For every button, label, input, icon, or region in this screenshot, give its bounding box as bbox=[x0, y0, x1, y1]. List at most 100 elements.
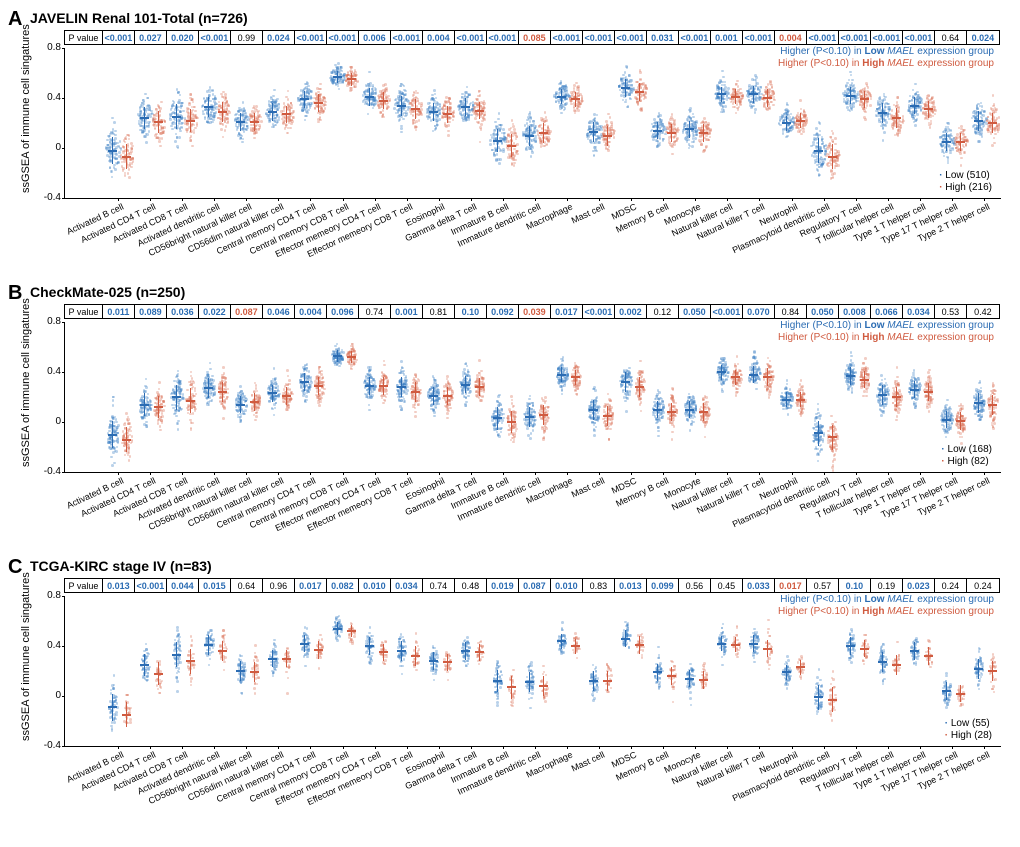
y-axis-label: ssGSEA of immune cell singatures bbox=[20, 24, 32, 193]
pvalue-cell: 0.036 bbox=[167, 305, 199, 318]
pvalue-cell: 0.001 bbox=[711, 31, 743, 44]
pvalue-header: P value bbox=[65, 31, 103, 44]
pvalue-cell: 0.046 bbox=[263, 305, 295, 318]
group-n-legend: · Low (168)· High (82) bbox=[941, 444, 992, 467]
pvalue-cell: 0.004 bbox=[295, 305, 327, 318]
pvalue-cell: 0.087 bbox=[519, 579, 551, 592]
pvalue-cell: 0.039 bbox=[519, 305, 551, 318]
pvalue-cell: 0.050 bbox=[807, 305, 839, 318]
pvalue-cell: 0.24 bbox=[967, 579, 999, 592]
pvalue-bar: P value<0.0010.0270.020<0.0010.990.024<0… bbox=[64, 30, 1000, 45]
pvalue-cell: 0.096 bbox=[327, 305, 359, 318]
pvalue-cell: <0.001 bbox=[711, 305, 743, 318]
pvalue-cell: 0.013 bbox=[103, 579, 135, 592]
pvalue-cell: <0.001 bbox=[391, 31, 423, 44]
y-tick-label: -0.4 bbox=[33, 192, 61, 203]
figure-container: { "colors": { "blue": "#2b6cb3", "red": … bbox=[0, 0, 1020, 834]
pvalue-cell: 0.99 bbox=[231, 31, 263, 44]
pvalue-cell: 0.082 bbox=[327, 579, 359, 592]
pvalue-cell: 0.81 bbox=[423, 305, 455, 318]
pvalue-cell: 0.031 bbox=[647, 31, 679, 44]
pvalue-cell: 0.020 bbox=[167, 31, 199, 44]
pvalue-cell: 0.050 bbox=[679, 305, 711, 318]
pvalue-cell: <0.001 bbox=[487, 31, 519, 44]
pvalue-cell: 0.015 bbox=[199, 579, 231, 592]
y-tick-label: 0 bbox=[33, 142, 61, 153]
y-tick-label: 0.8 bbox=[33, 590, 61, 601]
pvalue-cell: 0.84 bbox=[775, 305, 807, 318]
y-axis-label: ssGSEA of immune cell singatures bbox=[20, 298, 32, 467]
pvalue-cell: <0.001 bbox=[743, 31, 775, 44]
plot-area: -0.400.40.8 bbox=[64, 596, 1001, 747]
panel-title: TCGA-KIRC stage IV (n=83) bbox=[30, 558, 212, 574]
pvalue-cell: 0.044 bbox=[167, 579, 199, 592]
pvalue-cell: 0.017 bbox=[775, 579, 807, 592]
y-tick-label: -0.4 bbox=[33, 740, 61, 751]
y-tick-label: 0 bbox=[33, 416, 61, 427]
pvalue-cell: 0.24 bbox=[935, 579, 967, 592]
pvalue-cell: 0.008 bbox=[839, 305, 871, 318]
y-tick-label: 0 bbox=[33, 690, 61, 701]
pvalue-cell: <0.001 bbox=[103, 31, 135, 44]
y-tick-label: 0.4 bbox=[33, 640, 61, 651]
panel-title: CheckMate-025 (n=250) bbox=[30, 284, 185, 300]
pvalue-cell: 0.034 bbox=[391, 579, 423, 592]
pvalue-cell: 0.004 bbox=[423, 31, 455, 44]
pvalue-cell: <0.001 bbox=[583, 31, 615, 44]
pvalue-cell: 0.022 bbox=[199, 305, 231, 318]
pvalue-cell: <0.001 bbox=[295, 31, 327, 44]
pvalue-cell: <0.001 bbox=[679, 31, 711, 44]
pvalue-bar: P value0.013<0.0010.0440.0150.640.960.01… bbox=[64, 578, 1000, 593]
pvalue-cell: 0.017 bbox=[551, 305, 583, 318]
pvalue-cell: 0.011 bbox=[103, 305, 135, 318]
pvalue-cell: 0.099 bbox=[647, 579, 679, 592]
plot-area: -0.400.40.8 bbox=[64, 322, 1001, 473]
y-axis-label: ssGSEA of immune cell singatures bbox=[20, 572, 32, 741]
panel-a: AJAVELIN Renal 101-Total (n=726)P value<… bbox=[8, 8, 1012, 276]
pvalue-cell: 0.034 bbox=[903, 305, 935, 318]
pvalue-cell: <0.001 bbox=[199, 31, 231, 44]
group-n-legend: · Low (510)· High (216) bbox=[939, 170, 992, 193]
pvalue-cell: 0.070 bbox=[743, 305, 775, 318]
pvalue-cell: 0.10 bbox=[455, 305, 487, 318]
pvalue-cell: 0.024 bbox=[967, 31, 999, 44]
pvalue-cell: 0.010 bbox=[359, 579, 391, 592]
y-tick-label: 0.8 bbox=[33, 42, 61, 53]
pvalue-cell: 0.64 bbox=[935, 31, 967, 44]
pvalue-cell: 0.64 bbox=[231, 579, 263, 592]
pvalue-cell: 0.013 bbox=[615, 579, 647, 592]
pvalue-cell: <0.001 bbox=[455, 31, 487, 44]
pvalue-cell: 0.96 bbox=[263, 579, 295, 592]
pvalue-cell: 0.066 bbox=[871, 305, 903, 318]
pvalue-cell: 0.19 bbox=[871, 579, 903, 592]
pvalue-cell: <0.001 bbox=[135, 579, 167, 592]
panel-c: CTCGA-KIRC stage IV (n=83)P value0.013<0… bbox=[8, 556, 1012, 824]
panel-b: BCheckMate-025 (n=250)P value0.0110.0890… bbox=[8, 282, 1012, 550]
pvalue-cell: <0.001 bbox=[807, 31, 839, 44]
y-tick-label: 0.8 bbox=[33, 316, 61, 327]
group-n-legend: · Low (55)· High (28) bbox=[945, 718, 992, 741]
pvalue-cell: 0.12 bbox=[647, 305, 679, 318]
pvalue-cell: <0.001 bbox=[615, 31, 647, 44]
pvalue-cell: 0.033 bbox=[743, 579, 775, 592]
pvalue-cell: 0.023 bbox=[903, 579, 935, 592]
pvalue-cell: 0.74 bbox=[423, 579, 455, 592]
pvalue-cell: 0.57 bbox=[807, 579, 839, 592]
plot-area: -0.400.40.8 bbox=[64, 48, 1001, 199]
pvalue-cell: 0.004 bbox=[775, 31, 807, 44]
y-tick-label: 0.4 bbox=[33, 92, 61, 103]
pvalue-cell: 0.74 bbox=[359, 305, 391, 318]
pvalue-cell: 0.83 bbox=[583, 579, 615, 592]
y-tick-label: -0.4 bbox=[33, 466, 61, 477]
pvalue-cell: 0.006 bbox=[359, 31, 391, 44]
pvalue-cell: <0.001 bbox=[551, 31, 583, 44]
pvalue-cell: <0.001 bbox=[871, 31, 903, 44]
pvalue-cell: 0.002 bbox=[615, 305, 647, 318]
pvalue-cell: 0.53 bbox=[935, 305, 967, 318]
pvalue-header: P value bbox=[65, 305, 103, 318]
pvalue-cell: 0.087 bbox=[231, 305, 263, 318]
pvalue-cell: 0.027 bbox=[135, 31, 167, 44]
pvalue-cell: 0.085 bbox=[519, 31, 551, 44]
pvalue-header: P value bbox=[65, 579, 103, 592]
pvalue-cell: 0.024 bbox=[263, 31, 295, 44]
